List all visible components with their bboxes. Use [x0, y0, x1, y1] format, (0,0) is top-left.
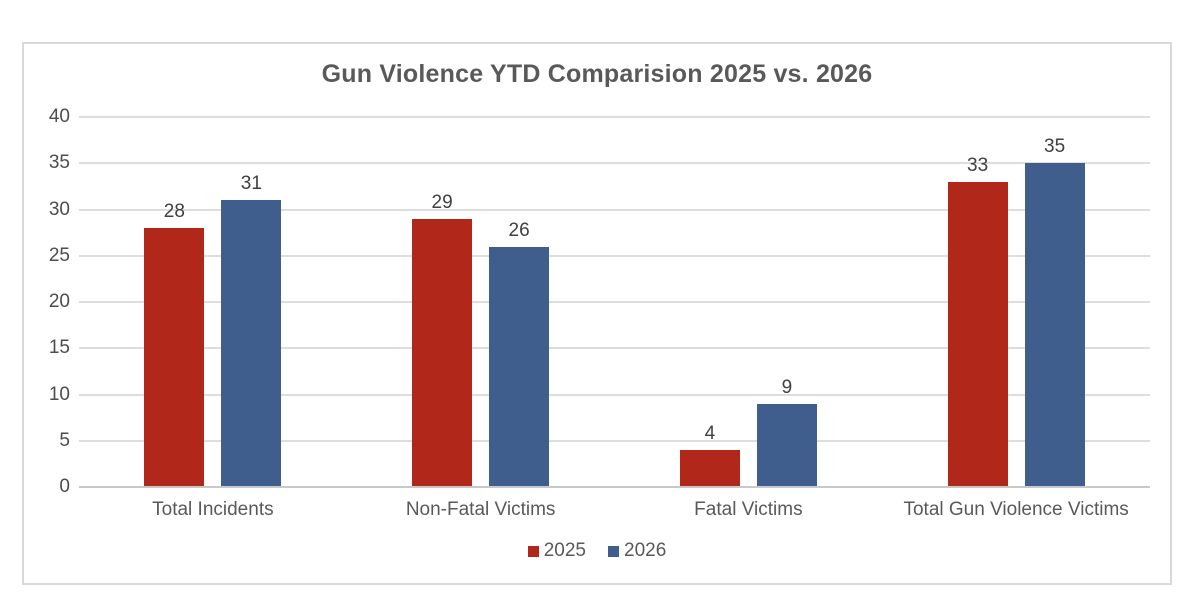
y-axis-tick-label: 5 [59, 429, 70, 451]
legend-swatch-2026 [608, 545, 619, 557]
x-axis-baseline [79, 486, 1150, 488]
y-axis-tick-label: 15 [48, 337, 70, 359]
bar-2026-total-incidents [221, 200, 282, 487]
bar-2025-total-incidents [144, 228, 205, 487]
x-axis-category-label: Total Gun Violence Victims [903, 499, 1129, 520]
gridline [79, 439, 1150, 442]
gridline [79, 347, 1150, 350]
legend-item-2026: 2026 [608, 540, 666, 562]
legend-label: 2026 [624, 540, 667, 561]
x-axis-category-label: Fatal Victims [694, 499, 803, 520]
chart-title: Gun Violence YTD Comparision 2025 vs. 20… [321, 60, 873, 88]
chart-frame: Gun Violence YTD Comparision 2025 vs. 20… [22, 42, 1172, 585]
y-axis-tick-label: 35 [48, 152, 70, 174]
gridline [79, 116, 1150, 118]
bar-2026-total-gun-violence-victims [1024, 163, 1085, 487]
bar-value-label: 9 [781, 376, 793, 398]
gridline [79, 208, 1150, 211]
bar-value-label: 31 [240, 173, 262, 195]
legend-item-2025: 2025 [527, 540, 586, 562]
bar-2025-fatal-victims [679, 450, 740, 487]
bar-value-label: 4 [704, 423, 716, 444]
bar-value-label: 33 [967, 154, 989, 176]
y-axis-tick-label: 40 [48, 106, 70, 127]
y-axis-tick-label: 20 [48, 291, 70, 312]
legend: 2025 2026 [24, 540, 1170, 562]
gridline [79, 393, 1150, 396]
y-axis-tick-label: 0 [59, 476, 70, 497]
gridline [79, 301, 1150, 303]
plot-area: 28 31 Total Incidents 29 26 Non-Fatal Victims… [79, 116, 1150, 520]
bar-value-label: 29 [431, 191, 453, 213]
bar-value-label: 28 [163, 201, 185, 222]
bar-value-label: 35 [1044, 136, 1066, 158]
gridline [79, 254, 1150, 257]
bar-value-label: 26 [508, 219, 530, 241]
y-axis-tick-label: 25 [48, 244, 70, 266]
legend-swatch-2025 [527, 545, 539, 557]
bar-2025-non-fatal-victims [412, 218, 473, 487]
bar-2026-non-fatal-victims [489, 246, 550, 487]
y-axis-tick-label: 10 [48, 383, 70, 405]
y-axis-tick-label: 30 [48, 198, 70, 220]
y-axis: 0 5 10 15 20 25 30 35 40 [24, 106, 70, 497]
bar-2025-total-gun-violence-victims [947, 181, 1008, 487]
bar-2026-fatal-victims [756, 403, 817, 487]
x-axis-category-label: Non-Fatal Victims [405, 499, 556, 520]
x-axis-category-label: Total Incidents [152, 499, 274, 520]
legend-label: 2025 [543, 540, 586, 561]
gridline [79, 162, 1150, 165]
